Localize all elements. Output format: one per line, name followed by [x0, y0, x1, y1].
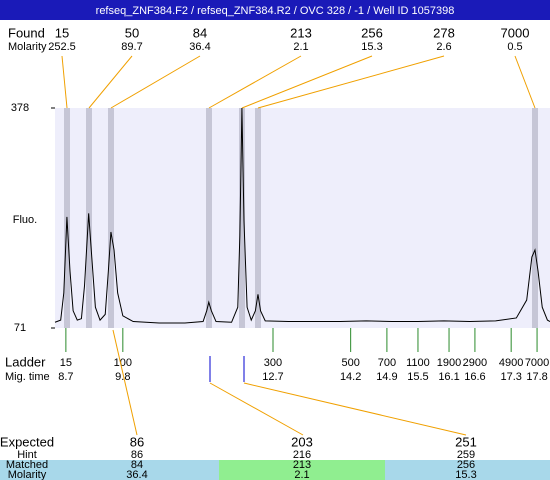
plot-area — [55, 108, 550, 328]
matched: 84 — [131, 459, 143, 471]
ladder-time: 14.9 — [376, 371, 397, 383]
molarity: 2.1 — [294, 469, 309, 480]
ladder-time: 16.1 — [438, 371, 459, 383]
peak-band — [532, 108, 538, 328]
peak-band — [206, 108, 212, 328]
matched: 213 — [293, 459, 311, 471]
row-label: Molarity — [8, 469, 47, 480]
match-cell — [55, 460, 219, 480]
expected-size: 203 — [291, 434, 313, 449]
ladder-label: Ladder — [5, 354, 46, 369]
peak-link — [241, 55, 373, 109]
match-cell — [219, 460, 385, 480]
ladder-size: 500 — [341, 357, 359, 369]
found-molarity: 15.3 — [361, 41, 382, 53]
found-label: Found — [8, 25, 45, 40]
ladder-time: 15.5 — [407, 371, 428, 383]
found-size: 50 — [125, 25, 139, 40]
found-size: 84 — [193, 25, 207, 40]
ladder-size: 700 — [378, 357, 396, 369]
hint: 86 — [131, 449, 143, 461]
found-size: 256 — [361, 25, 383, 40]
peak-link — [208, 55, 302, 109]
found-molarity: 252.5 — [48, 41, 76, 53]
expected-link — [209, 382, 304, 436]
peak-band — [255, 108, 261, 328]
expected-link — [243, 382, 467, 436]
expected-size: 86 — [130, 434, 144, 449]
match-cell — [385, 460, 550, 480]
expected-size: 251 — [455, 434, 477, 449]
found-size: 15 — [55, 25, 69, 40]
ladder-time: 12.7 — [262, 371, 283, 383]
y-tick-label: 378 — [11, 102, 29, 114]
ladder-size: 300 — [264, 357, 282, 369]
ladder-time: 14.2 — [340, 371, 361, 383]
ladder-size: 1100 — [406, 357, 430, 369]
ladder-size: 15 — [60, 357, 72, 369]
row-label: Expected — [0, 434, 54, 449]
ladder-time: 9.8 — [115, 371, 130, 383]
ladder-size: 2900 — [463, 357, 487, 369]
peak-link — [61, 55, 68, 109]
ladder-size: 100 — [114, 357, 132, 369]
peak-link — [110, 55, 201, 109]
found-molarity: 0.5 — [507, 41, 522, 53]
found-size: 7000 — [501, 25, 530, 40]
row-label: Hint — [17, 449, 37, 461]
hint: 259 — [457, 449, 475, 461]
peak-link — [257, 55, 445, 109]
ladder-size: 4900 — [499, 357, 523, 369]
found-size: 278 — [433, 25, 455, 40]
row-label-cell — [0, 460, 55, 480]
ladder-time: 8.7 — [58, 371, 73, 383]
ladder-time: 17.8 — [526, 371, 547, 383]
molarity-label: Molarity — [8, 41, 47, 53]
matched: 256 — [457, 459, 475, 471]
found-molarity: 36.4 — [189, 41, 210, 53]
row-label: Matched — [6, 459, 48, 471]
molarity: 15.3 — [455, 469, 476, 480]
hint: 216 — [293, 449, 311, 461]
peak-link — [88, 55, 133, 109]
molarity: 36.4 — [126, 469, 147, 480]
found-molarity: 89.7 — [121, 41, 142, 53]
expected-link — [112, 329, 138, 436]
y-label: Fluo. — [13, 214, 37, 226]
title-bar — [0, 0, 550, 20]
mig-time-label: Mig. time — [5, 371, 50, 383]
ladder-time: 16.6 — [464, 371, 485, 383]
ladder-time: 17.3 — [500, 371, 521, 383]
found-molarity: 2.6 — [436, 41, 451, 53]
y-tick-label: 71 — [14, 322, 26, 334]
found-size: 213 — [290, 25, 312, 40]
peak-link — [514, 55, 536, 109]
ladder-size: 7000 — [525, 357, 549, 369]
peak-band — [108, 108, 114, 328]
peak-band — [239, 108, 245, 328]
ladder-size: 1900 — [437, 357, 461, 369]
found-molarity: 2.1 — [293, 41, 308, 53]
title: refseq_ZNF384.F2 / refseq_ZNF384.R2 / OV… — [96, 5, 455, 17]
trace — [54, 107, 550, 324]
